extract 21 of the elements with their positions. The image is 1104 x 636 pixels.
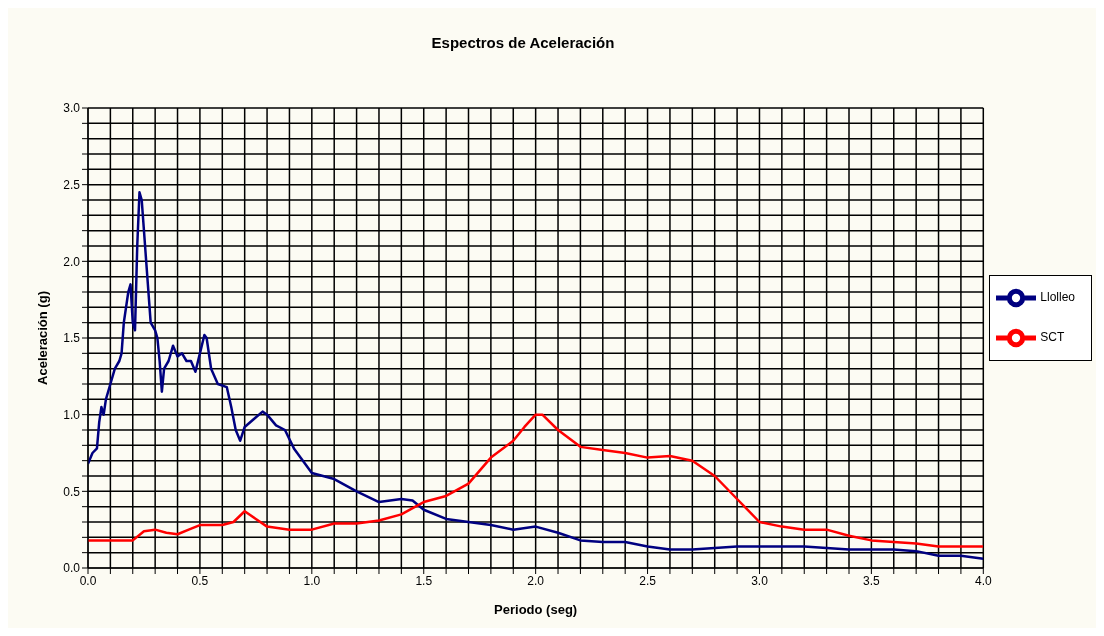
x-tick-label: 2.0: [527, 573, 545, 588]
x-tick-label: 1.0: [303, 573, 321, 588]
x-tick-label: 0.0: [79, 573, 97, 588]
y-tick-label: 1.0: [63, 407, 81, 422]
chart-title: Espectros de Aceleración: [430, 34, 616, 51]
y-tick-label: 1.5: [63, 331, 81, 346]
x-tick-label: 2.5: [639, 573, 657, 588]
legend-label: SCT: [1040, 330, 1065, 345]
x-tick-label: 3.5: [863, 573, 881, 588]
y-axis-title: Aceleración (g): [34, 291, 50, 385]
y-tick-label: 3.0: [63, 101, 81, 116]
y-tick-label: 2.5: [63, 177, 81, 192]
x-tick-label: 0.5: [191, 573, 209, 588]
x-tick-label: 3.0: [751, 573, 769, 588]
y-tick-label: 0.5: [63, 484, 81, 499]
x-tick-label: 1.5: [415, 573, 433, 588]
x-axis-title: Periodo (seg): [494, 602, 578, 617]
legend-label: Llolleo: [1040, 290, 1075, 305]
x-tick-label: 4.0: [974, 573, 992, 588]
y-tick-label: 0.0: [63, 561, 81, 576]
y-tick-label: 2.0: [63, 254, 81, 269]
